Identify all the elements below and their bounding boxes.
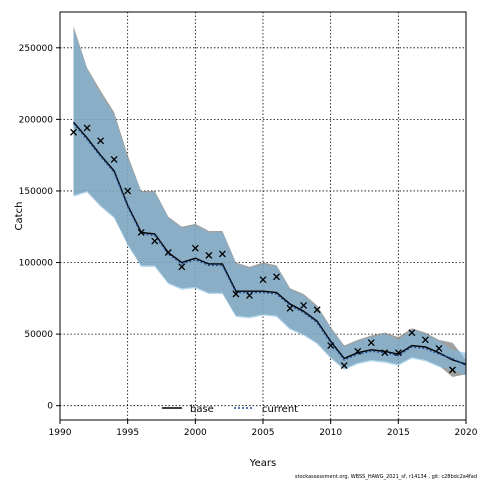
observed-markers <box>70 124 456 374</box>
observed-point <box>151 237 159 245</box>
x-axis-label: Years <box>249 458 276 469</box>
observed-point <box>327 342 335 350</box>
observed-point <box>124 187 132 195</box>
observed-point <box>354 347 362 355</box>
y-tick-label: 250000 <box>19 44 54 54</box>
y-tick-label: 50000 <box>24 330 53 340</box>
observed-point <box>435 344 443 352</box>
x-tick-label: 1995 <box>116 428 139 438</box>
observed-point <box>259 276 267 284</box>
observed-point <box>394 349 402 357</box>
observed-point <box>286 304 294 312</box>
y-axis-ticks: 0 50000 100000 150000 200000 250000 <box>19 44 60 412</box>
observed-point <box>449 366 456 374</box>
observed-point <box>367 339 375 347</box>
observed-point <box>273 273 280 281</box>
x-tick-label: 2010 <box>319 428 342 438</box>
legend: base current <box>162 404 298 415</box>
observed-point <box>232 290 240 298</box>
observed-point <box>164 249 172 256</box>
y-tick-label: 200000 <box>19 115 54 125</box>
legend-label-current: current <box>262 404 298 415</box>
observed-point <box>408 329 416 337</box>
y-tick-label: 100000 <box>19 259 54 269</box>
observed-point <box>246 291 253 299</box>
observed-point <box>70 128 77 136</box>
x-axis-ticks: 1990 1995 2000 2005 2010 2015 2020 <box>49 420 478 438</box>
observed-point <box>313 306 321 314</box>
observed-point <box>218 250 226 258</box>
observed-point <box>83 124 91 132</box>
confidence-bands <box>73 26 467 378</box>
x-tick-label: 1990 <box>49 428 72 438</box>
observed-point <box>205 251 213 259</box>
x-tick-label: 2015 <box>387 428 410 438</box>
observed-point <box>97 137 105 145</box>
x-tick-label: 2020 <box>455 428 478 438</box>
legend-label-base: base <box>190 404 214 415</box>
observed-point <box>421 336 429 344</box>
y-tick-label: 150000 <box>19 187 54 197</box>
x-tick-label: 2000 <box>184 428 207 438</box>
observed-point <box>178 263 186 271</box>
observed-point <box>340 362 348 370</box>
observed-point <box>381 349 389 357</box>
y-tick-label: 0 <box>47 402 53 412</box>
observed-point <box>137 229 145 236</box>
observed-point <box>300 302 308 309</box>
x-tick-label: 2005 <box>252 428 275 438</box>
footnote: stockassessment.org, WBSS_HAWG_2021_sf, … <box>295 474 477 480</box>
confidence-band-current <box>73 29 467 376</box>
observed-point <box>191 244 199 252</box>
observed-point <box>110 155 118 163</box>
y-axis-label: Catch <box>14 202 25 231</box>
